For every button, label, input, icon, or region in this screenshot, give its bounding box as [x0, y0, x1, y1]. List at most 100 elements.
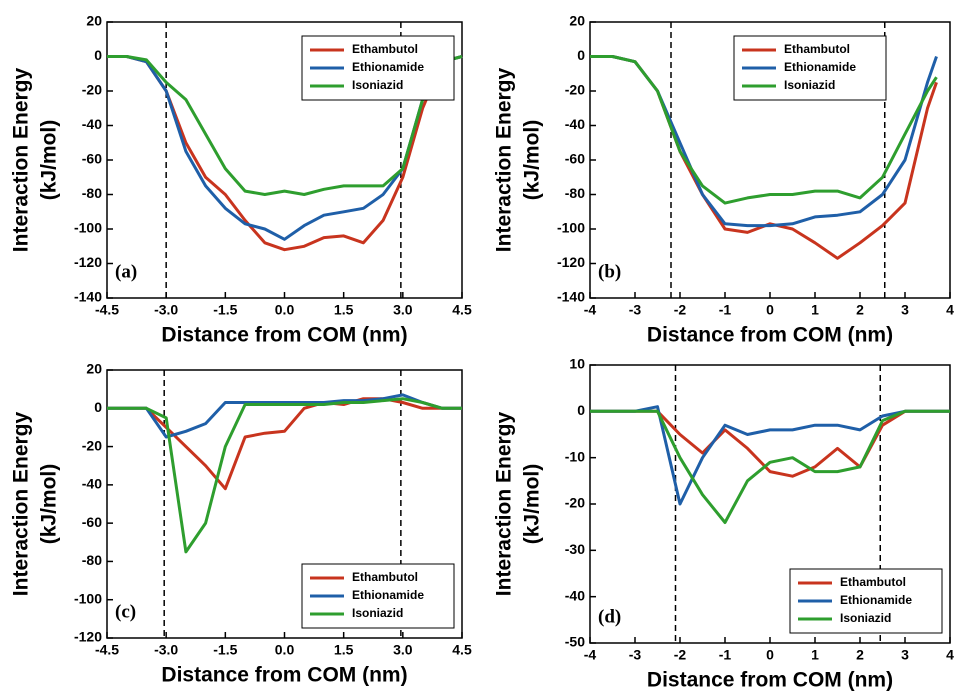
y-tick-label: -60	[82, 514, 102, 530]
y-tick-label: -60	[565, 151, 585, 167]
y-axis-label: Interaction Energy	[10, 67, 33, 252]
y-tick-label: -60	[82, 151, 102, 167]
legend-label: Ethionamide	[352, 588, 424, 602]
x-tick-label: -2	[674, 302, 687, 318]
y-tick-label: -80	[82, 552, 102, 568]
y-tick-label: 20	[86, 361, 102, 377]
x-tick-label: 4	[946, 647, 954, 663]
y-axis-label: (kJ/mol)	[38, 464, 61, 545]
x-tick-label: -4	[584, 302, 597, 318]
series-line	[107, 397, 462, 554]
x-axis-label: Distance from COM (nm)	[647, 324, 893, 347]
y-tick-label: -50	[565, 634, 585, 650]
y-axis-label: Interaction Energy	[493, 411, 516, 596]
y-tick-label: 0	[577, 402, 585, 418]
x-tick-label: 4	[946, 302, 954, 318]
y-tick-label: -40	[82, 476, 102, 492]
y-axis-label: Interaction Energy	[10, 411, 33, 596]
legend-label: Isoniazid	[352, 606, 403, 620]
y-tick-label: 20	[86, 13, 102, 29]
legend-label: Isoniazid	[840, 611, 891, 625]
legend-label: Isoniazid	[352, 78, 403, 92]
y-tick-label: 0	[94, 47, 102, 63]
y-tick-label: -10	[565, 448, 585, 464]
x-tick-label: -3	[629, 302, 642, 318]
series-line	[590, 55, 938, 205]
y-tick-label: -20	[565, 82, 585, 98]
x-tick-label: -4.5	[95, 642, 119, 658]
panel-label: (a)	[115, 261, 137, 282]
series-line	[107, 55, 463, 196]
x-axis-label: Distance from COM (nm)	[161, 324, 407, 347]
x-tick-label: 3.0	[393, 302, 413, 318]
y-tick-label: -20	[82, 437, 102, 453]
y-tick-label: -120	[74, 629, 102, 645]
legend-label: Ethambutol	[784, 42, 850, 56]
legend-label: Ethionamide	[352, 60, 424, 74]
x-tick-label: 4.5	[452, 302, 472, 318]
x-tick-label: 2	[856, 647, 864, 663]
x-tick-label: 1.5	[334, 642, 354, 658]
legend-label: Ethionamide	[784, 60, 856, 74]
x-tick-label: -1	[719, 302, 732, 318]
y-tick-label: -40	[565, 116, 585, 132]
y-tick-label: 0	[577, 47, 585, 63]
x-tick-label: -1.5	[213, 642, 237, 658]
y-tick-label: -120	[74, 254, 102, 270]
x-tick-label: -4	[584, 647, 597, 663]
x-tick-label: 1	[811, 647, 819, 663]
x-tick-label: -3.0	[154, 302, 178, 318]
y-tick-label: -80	[565, 185, 585, 201]
y-tick-label: -140	[74, 289, 102, 305]
x-tick-label: 1.5	[334, 302, 354, 318]
series-line	[107, 397, 462, 491]
x-tick-label: 3	[901, 647, 909, 663]
x-tick-label: -2	[674, 647, 687, 663]
y-tick-label: -30	[565, 541, 585, 557]
x-tick-label: 0	[766, 302, 774, 318]
series-line	[590, 409, 950, 524]
panel-label: (d)	[598, 606, 621, 627]
y-tick-label: -140	[557, 289, 585, 305]
x-tick-label: -1	[719, 647, 732, 663]
x-tick-label: 0.0	[275, 642, 295, 658]
y-tick-label: 0	[94, 399, 102, 415]
x-tick-label: -3.0	[154, 642, 178, 658]
y-axis-label: Interaction Energy	[493, 67, 516, 252]
y-tick-label: 20	[569, 13, 585, 29]
series-line	[107, 393, 462, 439]
x-tick-label: 0	[766, 647, 774, 663]
series-line	[590, 405, 950, 506]
x-tick-label: 1	[811, 302, 819, 318]
y-tick-label: -20	[565, 495, 585, 511]
x-tick-label: -4.5	[95, 302, 119, 318]
legend-label: Isoniazid	[784, 78, 835, 92]
y-tick-label: -100	[74, 220, 102, 236]
panel-label: (c)	[115, 601, 136, 622]
x-tick-label: -3	[629, 647, 642, 663]
x-tick-label: 0.0	[275, 302, 295, 318]
legend-label: Ethambutol	[352, 570, 418, 584]
legend-label: Ethambutol	[840, 575, 906, 589]
y-tick-label: -80	[82, 185, 102, 201]
x-tick-label: 3.0	[393, 642, 413, 658]
x-tick-label: 2	[856, 302, 864, 318]
y-tick-label: -100	[74, 590, 102, 606]
x-tick-label: 4.5	[452, 642, 472, 658]
x-tick-label: 3	[901, 302, 909, 318]
y-axis-label: (kJ/mol)	[521, 120, 544, 201]
y-axis-label: (kJ/mol)	[38, 120, 61, 201]
legend-label: Ethambutol	[352, 42, 418, 56]
x-axis-label: Distance from COM (nm)	[161, 664, 407, 687]
y-axis-label: (kJ/mol)	[521, 464, 544, 545]
y-tick-label: -40	[82, 116, 102, 132]
x-axis-label: Distance from COM (nm)	[647, 669, 893, 692]
x-tick-label: -1.5	[213, 302, 237, 318]
legend-label: Ethionamide	[840, 593, 912, 607]
y-tick-label: -120	[557, 254, 585, 270]
y-tick-label: -20	[82, 82, 102, 98]
y-tick-label: 10	[569, 356, 585, 372]
y-tick-label: -40	[565, 587, 585, 603]
panel-label: (b)	[598, 261, 621, 282]
